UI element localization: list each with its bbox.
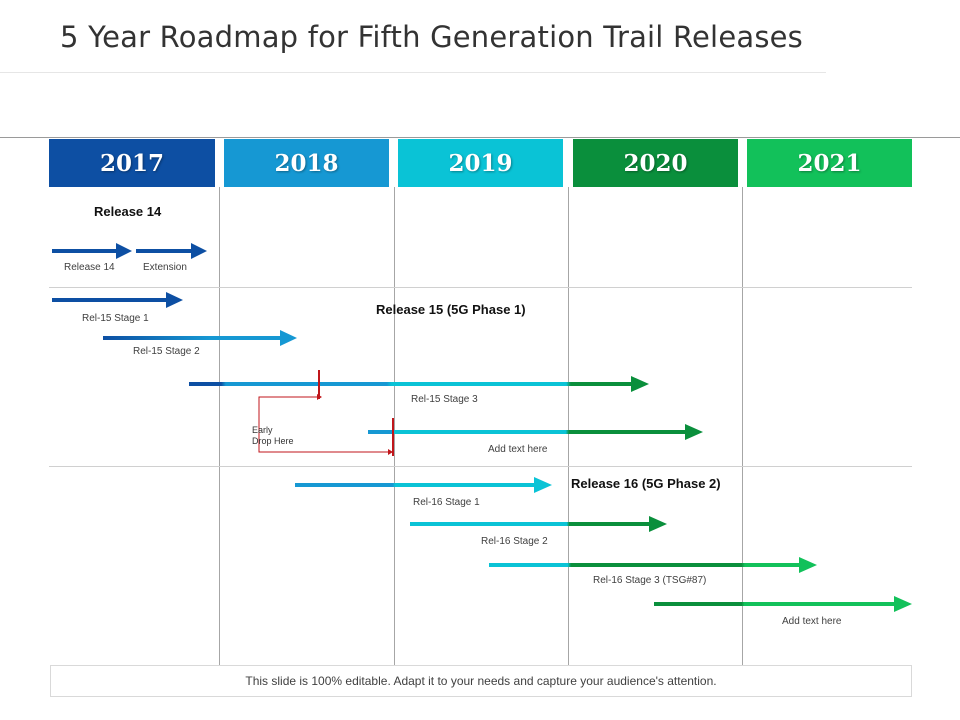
add-text-label-2: Add text here [782, 616, 842, 627]
year-divider-3 [568, 187, 569, 665]
rel15-stage1-arrow [52, 292, 183, 308]
year-header-2019: 2019 [398, 139, 563, 187]
title-divider [0, 72, 826, 73]
early-drop-marker-2 [392, 418, 394, 456]
extension-label: Extension [143, 262, 187, 273]
page-title: 5 Year Roadmap for Fifth Generation Trai… [60, 20, 803, 54]
early-drop-pointer-2 [388, 449, 393, 455]
year-divider-2 [394, 187, 395, 665]
rel16-stage1-label: Rel-16 Stage 1 [413, 497, 480, 508]
rel15-stage3-arrow [189, 376, 649, 392]
rel15-stage1-label: Rel-15 Stage 1 [82, 313, 149, 324]
header-top-line [0, 137, 960, 138]
early-drop-label-line2: Drop Here [252, 436, 294, 446]
rel16-stage2-arrow [410, 516, 667, 532]
rel16-stage3-arrow [489, 557, 817, 573]
section-divider-2 [49, 466, 912, 467]
early-drop-pointer-1 [317, 394, 322, 400]
extension-arrow [136, 243, 207, 259]
release-14-label: Release 14 [64, 262, 115, 273]
rel16-stage2-label: Rel-16 Stage 2 [481, 536, 548, 547]
year-divider-4 [742, 187, 743, 665]
rel16-stage1-arrow [295, 477, 552, 493]
release-14-heading: Release 14 [94, 204, 162, 219]
add-text-arrow-1 [368, 424, 703, 440]
year-header-2017: 2017 [49, 139, 215, 187]
early-drop-label: Early Drop Here [252, 425, 294, 447]
release-15-heading: Release 15 (5G Phase 1) [376, 302, 526, 317]
early-drop-bracket [258, 396, 388, 453]
rel16-stage3-label: Rel-16 Stage 3 (TSG#87) [593, 575, 707, 586]
year-header-2020: 2020 [573, 139, 738, 187]
add-text-arrow-2 [654, 596, 912, 612]
early-drop-label-line1: Early [252, 425, 273, 435]
early-drop-marker-1 [318, 370, 320, 399]
rel15-stage2-arrow [103, 330, 297, 346]
section-divider-1 [49, 287, 912, 288]
add-text-label-1: Add text here [488, 444, 548, 455]
release-14-arrow [52, 243, 132, 259]
rel15-stage2-label: Rel-15 Stage 2 [133, 346, 200, 357]
year-header-2018: 2018 [224, 139, 389, 187]
rel15-stage3-label: Rel-15 Stage 3 [411, 394, 478, 405]
release-16-heading: Release 16 (5G Phase 2) [571, 476, 721, 491]
year-divider-1 [219, 187, 220, 665]
year-header-2021: 2021 [747, 139, 912, 187]
footer-note: This slide is 100% editable. Adapt it to… [50, 665, 912, 697]
